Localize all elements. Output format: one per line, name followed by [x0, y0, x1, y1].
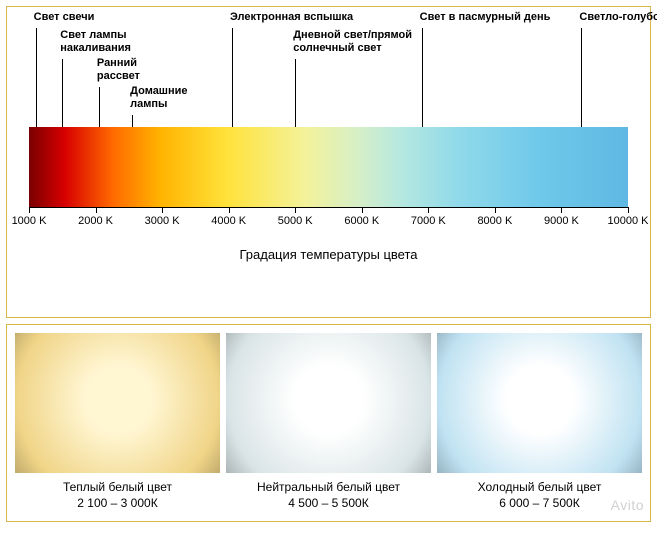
- source-tick-line: [99, 87, 100, 127]
- light-examples-panel: Теплый белый цвет 2 100 – 3 000КНейтраль…: [6, 324, 651, 522]
- axis-tick: [561, 207, 562, 213]
- axis-tick: [229, 207, 230, 213]
- source-tick-line: [422, 28, 423, 127]
- spectrum-gradient: [29, 127, 628, 207]
- axis-tick-label: 7000 K: [411, 215, 446, 227]
- source-label: Свет в пасмурный день: [420, 11, 551, 24]
- axis-tick-label: 4000 K: [211, 215, 246, 227]
- light-example-swatch: [437, 333, 642, 473]
- light-example: Холодный белый цвет 6 000 – 7 500К: [437, 333, 642, 513]
- axis-tick-label: 3000 K: [145, 215, 180, 227]
- axis-tick: [162, 207, 163, 213]
- source-tick-line: [36, 28, 37, 127]
- light-example-swatch: [15, 333, 220, 473]
- light-example-label: Холодный белый цвет 6 000 – 7 500К: [437, 473, 642, 513]
- source-label: Свет свечи: [34, 11, 95, 24]
- color-temperature-chart: Свет свечи Свет лампы накаливанияРанний р…: [6, 6, 651, 318]
- light-example: Теплый белый цвет 2 100 – 3 000К: [15, 333, 220, 513]
- source-label: Ранний рассвет: [97, 57, 140, 83]
- light-example: Нейтральный белый цвет 4 500 – 5 500К: [226, 333, 431, 513]
- axis-tick: [428, 207, 429, 213]
- axis-tick: [628, 207, 629, 213]
- axis-tick: [295, 207, 296, 213]
- axis-tick-label: 9000 K: [544, 215, 579, 227]
- source-label: Электронная вспышка: [230, 11, 353, 24]
- axis-tick-label: 6000 K: [344, 215, 379, 227]
- axis-tick: [362, 207, 363, 213]
- source-label: Домашние лампы: [130, 85, 187, 111]
- light-example-swatch: [226, 333, 431, 473]
- axis-tick: [96, 207, 97, 213]
- source-label: Светло-голубое небо: [579, 11, 657, 24]
- axis-tick-label: 5000 K: [278, 215, 313, 227]
- axis-line: [29, 207, 628, 208]
- source-label: Дневной свет/прямой солнечный свет: [293, 29, 412, 55]
- source-labels-area: Свет свечи Свет лампы накаливанияРанний р…: [29, 7, 628, 127]
- source-tick-line: [62, 59, 63, 127]
- source-tick-line: [132, 115, 133, 127]
- axis-tick-label: 2000 K: [78, 215, 113, 227]
- light-glow: [15, 333, 220, 473]
- axis-tick-label: 1000 K: [12, 215, 47, 227]
- light-glow: [437, 333, 642, 473]
- chart-caption: Градация температуры цвета: [29, 247, 628, 262]
- light-example-label: Нейтральный белый цвет 4 500 – 5 500К: [226, 473, 431, 513]
- axis-tick-label: 10000 K: [608, 215, 649, 227]
- source-label: Свет лампы накаливания: [60, 29, 131, 55]
- axis-tick: [495, 207, 496, 213]
- source-tick-line: [232, 28, 233, 127]
- light-glow: [226, 333, 431, 473]
- source-tick-line: [295, 59, 296, 127]
- axis-tick: [29, 207, 30, 213]
- axis: 1000 K2000 K3000 K4000 K5000 K6000 K7000…: [29, 207, 628, 237]
- light-examples-row: Теплый белый цвет 2 100 – 3 000КНейтраль…: [15, 333, 642, 513]
- axis-tick-label: 8000 K: [477, 215, 512, 227]
- source-tick-line: [581, 28, 582, 127]
- chart-inner: Свет свечи Свет лампы накаливанияРанний р…: [29, 7, 628, 317]
- light-example-label: Теплый белый цвет 2 100 – 3 000К: [15, 473, 220, 513]
